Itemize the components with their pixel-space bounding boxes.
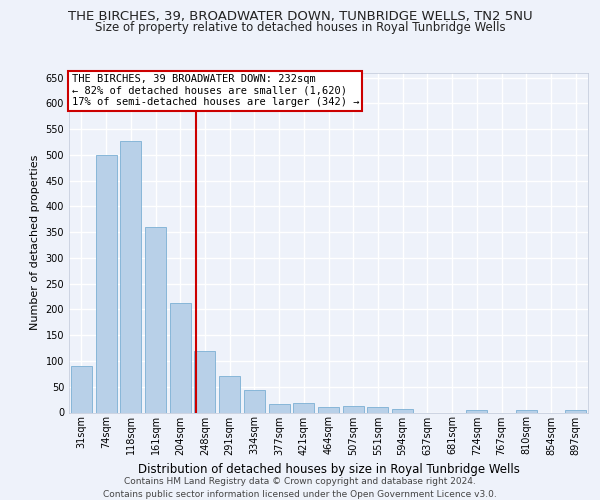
- Bar: [194, 350, 215, 412]
- Bar: [71, 366, 92, 412]
- Bar: [120, 141, 141, 412]
- Bar: [343, 406, 364, 412]
- Bar: [269, 404, 290, 412]
- Bar: [219, 376, 240, 412]
- Text: Contains HM Land Registry data © Crown copyright and database right 2024.
Contai: Contains HM Land Registry data © Crown c…: [103, 478, 497, 499]
- Bar: [293, 402, 314, 412]
- Text: THE BIRCHES, 39 BROADWATER DOWN: 232sqm
← 82% of detached houses are smaller (1,: THE BIRCHES, 39 BROADWATER DOWN: 232sqm …: [71, 74, 359, 108]
- Text: THE BIRCHES, 39, BROADWATER DOWN, TUNBRIDGE WELLS, TN2 5NU: THE BIRCHES, 39, BROADWATER DOWN, TUNBRI…: [68, 10, 532, 23]
- Y-axis label: Number of detached properties: Number of detached properties: [30, 155, 40, 330]
- Bar: [95, 155, 116, 412]
- Bar: [367, 408, 388, 412]
- Bar: [170, 304, 191, 412]
- Bar: [244, 390, 265, 412]
- Bar: [145, 227, 166, 412]
- Bar: [565, 410, 586, 412]
- Bar: [466, 410, 487, 412]
- X-axis label: Distribution of detached houses by size in Royal Tunbridge Wells: Distribution of detached houses by size …: [137, 463, 520, 476]
- Bar: [516, 410, 537, 412]
- Bar: [392, 409, 413, 412]
- Text: Size of property relative to detached houses in Royal Tunbridge Wells: Size of property relative to detached ho…: [95, 21, 505, 34]
- Bar: [318, 408, 339, 412]
